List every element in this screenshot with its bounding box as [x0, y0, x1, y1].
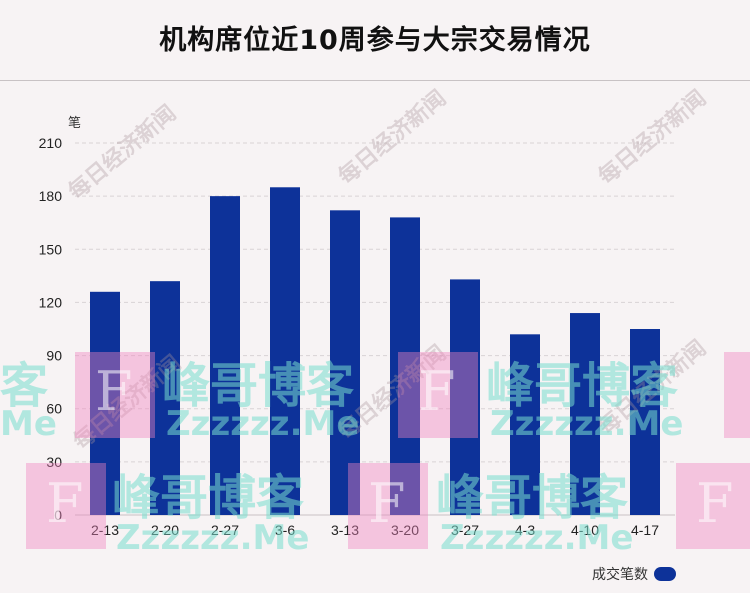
bar — [270, 187, 300, 516]
y-tick-label: 210 — [39, 135, 63, 151]
y-tick-label: 120 — [39, 294, 63, 310]
domain-watermark: Me — [0, 404, 57, 444]
watermark-box — [724, 352, 750, 438]
domain-watermark: Zzzzzz.Me — [116, 518, 310, 558]
bar — [210, 196, 240, 515]
bar — [510, 334, 540, 515]
bar — [630, 329, 660, 515]
x-tick-label: 3-20 — [391, 522, 419, 538]
y-axis-unit: 笔 — [68, 116, 82, 131]
x-tick-label: 4-17 — [631, 522, 659, 538]
x-tick-label: 3-27 — [451, 522, 479, 538]
bar — [150, 281, 180, 515]
brand-watermark: 峰哥博客 — [162, 358, 355, 414]
y-tick-label: 150 — [39, 241, 63, 257]
legend-label: 成交笔数 — [592, 567, 648, 583]
watermark-letter: F — [95, 360, 133, 423]
y-tick-label: 180 — [39, 188, 63, 204]
domain-watermark: Zzzzzz.Me — [166, 404, 360, 444]
bar — [90, 291, 120, 515]
watermark-box — [676, 463, 750, 549]
x-tick-label: 2-13 — [91, 522, 119, 538]
bar — [570, 313, 600, 515]
brand-watermark: 峰哥博客 — [486, 358, 679, 414]
brand-watermark: 客 — [0, 358, 49, 414]
chart-title: 机构席位近10周参与大宗交易情况 — [159, 25, 591, 56]
y-tick-label: 0 — [54, 507, 62, 523]
y-tick-label: 90 — [46, 348, 62, 364]
watermark-box — [75, 352, 155, 438]
x-tick-label: 3-6 — [275, 522, 295, 538]
watermark-box — [348, 463, 428, 549]
bar — [330, 210, 360, 516]
brand-watermark: 峰哥博客 — [112, 470, 305, 526]
legend: 成交笔数 — [592, 564, 676, 584]
y-tick-label: 60 — [46, 401, 62, 417]
x-tick-label: 2-20 — [151, 522, 179, 538]
watermark-letter: F — [368, 472, 406, 535]
x-tick-label: 3-13 — [331, 522, 359, 538]
watermark-box — [398, 352, 478, 438]
title-divider — [0, 80, 750, 81]
domain-watermark: Zzzzzz.Me — [490, 404, 684, 444]
domain-watermark: Zzzzzz.Me — [440, 518, 634, 558]
watermark-letter: F — [418, 360, 456, 423]
x-tick-label: 4-3 — [515, 522, 535, 538]
watermark-letter: F — [46, 472, 84, 535]
bar — [390, 217, 420, 515]
watermark-box — [26, 463, 106, 549]
x-tick-label: 4-10 — [571, 522, 599, 538]
brand-watermark: 峰哥博客 — [436, 470, 629, 526]
bar — [450, 279, 480, 515]
y-tick-label: 30 — [46, 454, 62, 470]
legend-swatch — [654, 567, 676, 581]
watermark-letter: F — [696, 472, 734, 535]
x-tick-label: 2-27 — [211, 522, 239, 538]
